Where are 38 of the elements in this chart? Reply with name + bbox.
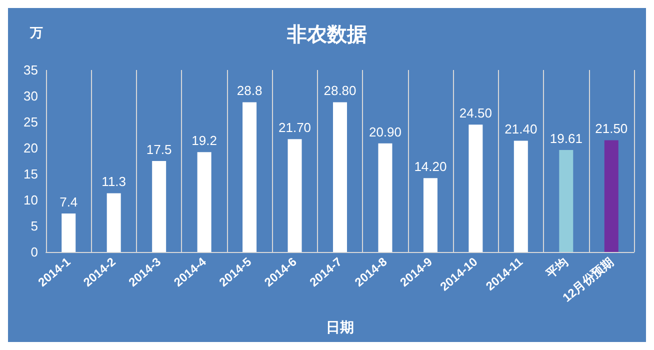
y-tick-label: 0 (30, 244, 38, 260)
data-label: 7.4 (60, 194, 78, 210)
y-tick-label: 25 (24, 114, 38, 130)
bar (152, 161, 166, 252)
bar (288, 139, 302, 252)
data-label: 14.20 (414, 159, 447, 174)
data-label: 21.40 (504, 122, 538, 137)
data-label: 19.2 (192, 133, 217, 148)
y-tick-label: 35 (24, 62, 38, 78)
data-label: 20.90 (368, 124, 402, 140)
bar (423, 178, 438, 252)
data-label: 21.50 (595, 121, 628, 136)
data-label: 28.80 (324, 83, 356, 98)
data-label: 17.5 (146, 142, 172, 157)
y-tick-label: 10 (24, 192, 38, 208)
bar (242, 102, 257, 252)
data-label: 11.3 (102, 174, 126, 190)
bar (106, 193, 121, 252)
x-tick-label: 平均 (542, 254, 571, 282)
bar (468, 124, 483, 252)
y-axis-title: 万 (29, 25, 43, 40)
bar (604, 140, 618, 252)
data-label: 28.8 (236, 83, 262, 98)
bar (197, 152, 212, 252)
x-axis-title: 日期 (326, 319, 354, 335)
y-tick-label: 15 (24, 166, 38, 182)
bar (333, 102, 347, 252)
y-tick-label: 30 (24, 88, 38, 104)
y-tick-label: 5 (30, 218, 38, 234)
data-label: 24.50 (459, 106, 492, 121)
bar (378, 143, 392, 252)
bar (514, 140, 528, 252)
y-tick-label: 20 (24, 140, 38, 156)
data-label: 19.61 (550, 131, 582, 146)
bar (559, 150, 574, 252)
data-label: 21.70 (278, 120, 312, 136)
chart-title: 非农数据 (286, 24, 367, 46)
bar (62, 214, 76, 252)
